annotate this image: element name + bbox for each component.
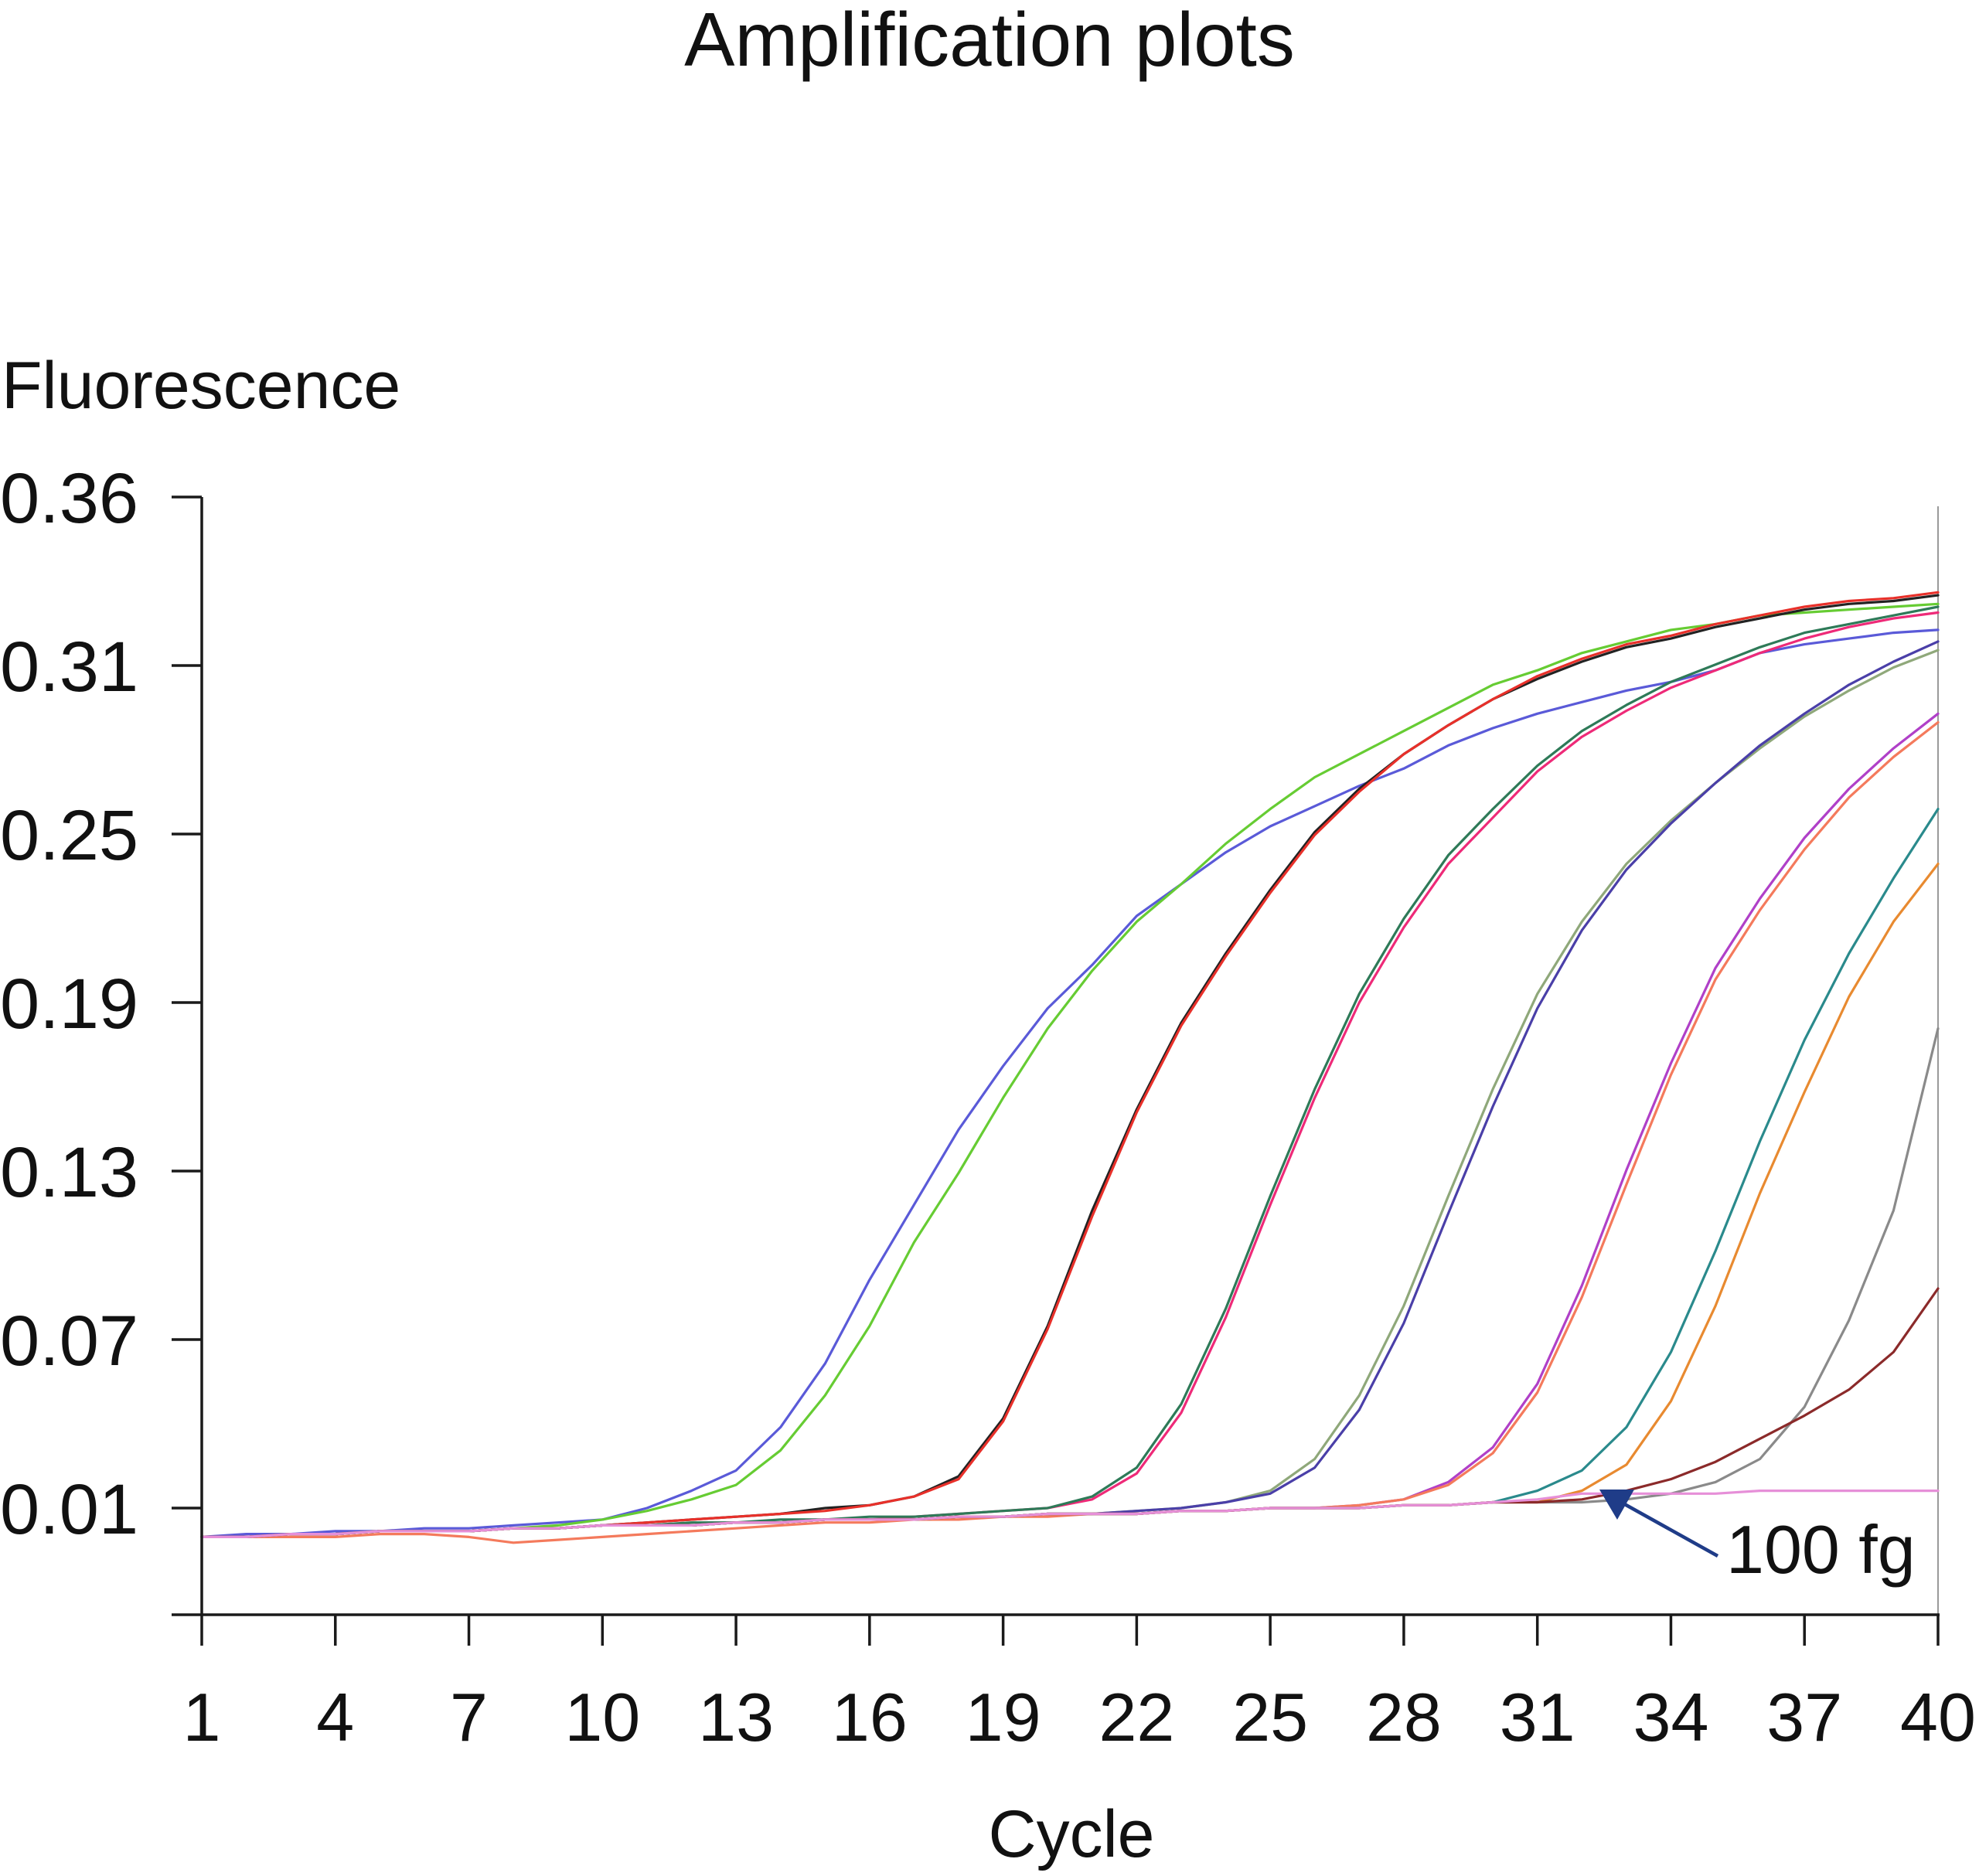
series-line-sample-2a (200, 594, 1940, 1538)
x-axis-label: Cycle (988, 1797, 1154, 1871)
series-line-sample-4b (200, 640, 1940, 1538)
annotation-arrow-shaft (1620, 1501, 1719, 1558)
y-tick-label: 0.13 (0, 1133, 138, 1212)
series-layer (200, 591, 1940, 1544)
x-tick-label: 4 (316, 1679, 354, 1755)
series-line-sample-6a (200, 808, 1940, 1538)
x-tick-label: 16 (832, 1679, 908, 1755)
x-tick-label: 10 (564, 1679, 640, 1755)
y-tick-label: 0.31 (0, 628, 138, 706)
x-tick-label: 34 (1633, 1679, 1709, 1755)
x-tick-label: 22 (1098, 1679, 1174, 1755)
x-tick-label: 1 (183, 1679, 221, 1755)
annotation-arrow-head (1599, 1490, 1634, 1520)
y-tick-label: 0.19 (0, 965, 138, 1044)
x-tick-label: 25 (1232, 1679, 1308, 1755)
series-line-sample-1a (200, 628, 1940, 1538)
series-line-sample-7b (200, 1287, 1940, 1538)
series-line-sample-5a (200, 712, 1940, 1538)
annotation-100fg: 100 fg (1599, 1490, 1916, 1588)
series-line-sample-6b (200, 863, 1940, 1538)
series-line-sample-1b (200, 602, 1940, 1538)
y-tick-label: 0.07 (0, 1302, 138, 1381)
y-tick-label: 0.36 (0, 459, 138, 538)
plot-area: 0.36 0.31 0.25 0.19 0.13 0.07 0.01 1 4 7 10 13 16 19… (0, 459, 1976, 1755)
x-tick-label: 37 (1766, 1679, 1842, 1755)
annotation-label: 100 fg (1726, 1511, 1916, 1588)
x-tick-label: 19 (966, 1679, 1041, 1755)
x-tick-label: 7 (450, 1679, 488, 1755)
x-tick-label: 28 (1366, 1679, 1442, 1755)
y-ticks: 0.36 0.31 0.25 0.19 0.13 0.07 0.01 (0, 459, 202, 1549)
series-line-sample-2b (200, 591, 1940, 1538)
x-tick-label: 40 (1900, 1679, 1976, 1755)
series-line-sample-3b (200, 605, 1940, 1538)
y-tick-label: 0.01 (0, 1470, 138, 1549)
series-line-sample-4a (200, 649, 1940, 1538)
series-line-sample-3a (200, 611, 1940, 1538)
series-line-100-fg (200, 1490, 1940, 1538)
series-line-sample-7a (200, 1027, 1940, 1538)
y-tick-label: 0.25 (0, 796, 138, 875)
x-tick-label: 13 (698, 1679, 774, 1755)
chart-title: Amplification plots (684, 0, 1295, 82)
series-line-sample-5b (200, 720, 1940, 1544)
y-axis-label: Fluorescence (2, 349, 400, 423)
x-tick-label: 31 (1500, 1679, 1575, 1755)
x-ticks: 1 4 7 10 13 16 19 22 25 28 31 34 37 40 (183, 1615, 1976, 1755)
